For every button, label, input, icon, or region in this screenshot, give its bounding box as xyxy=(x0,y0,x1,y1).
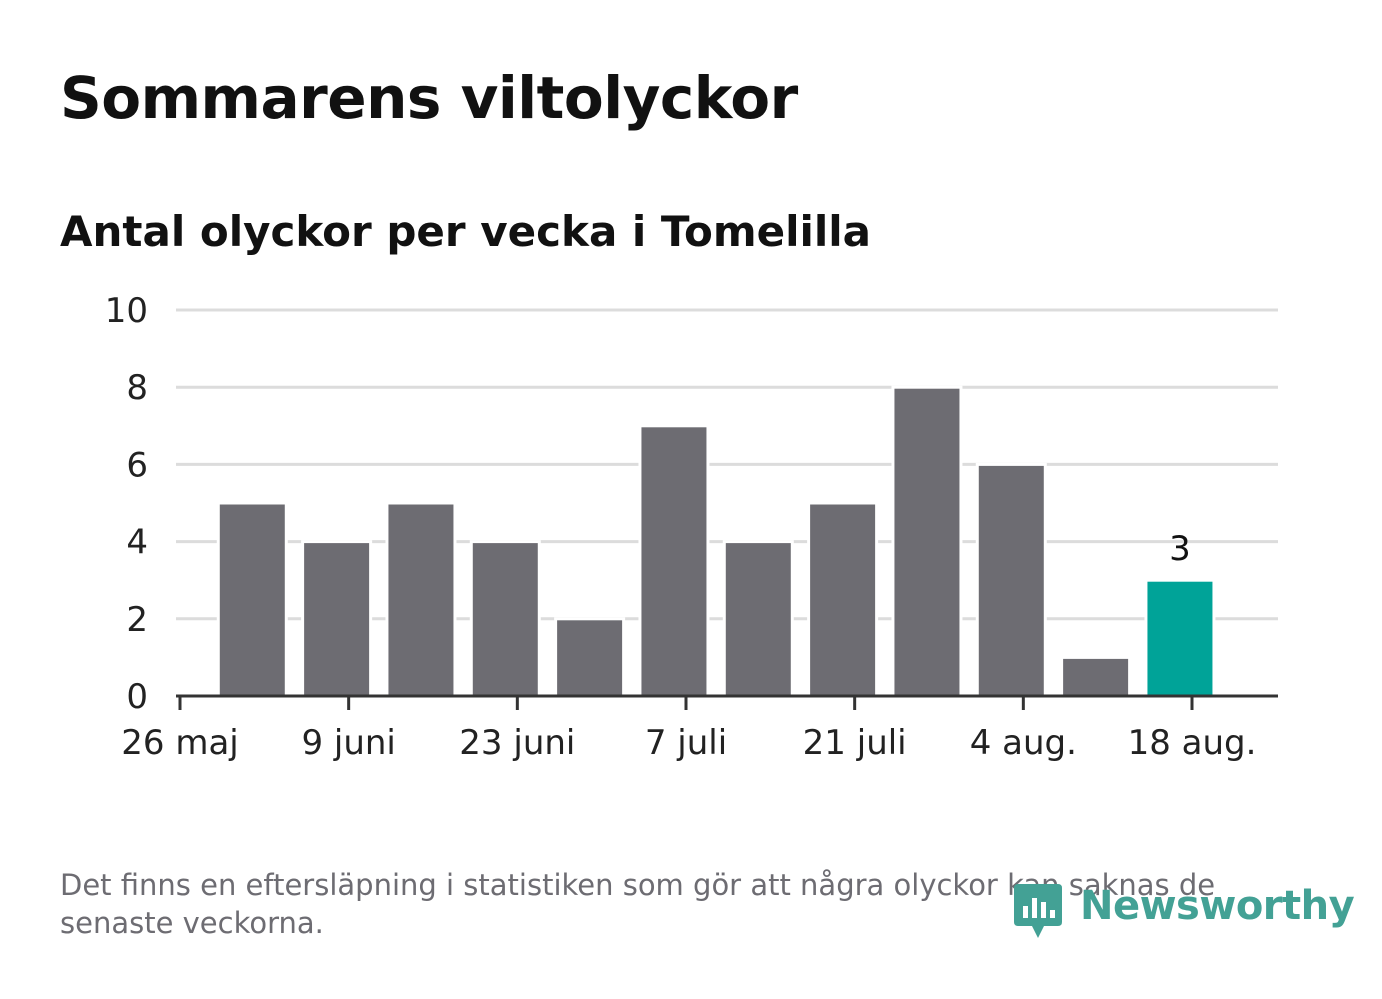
y-tick-label: 8 xyxy=(126,368,148,408)
x-tick-label: 9 juni xyxy=(301,723,395,763)
bar xyxy=(638,424,710,698)
x-tick-label: 21 juli xyxy=(803,723,907,763)
bar xyxy=(216,501,288,698)
y-tick-label: 0 xyxy=(126,677,148,717)
chart-title: Sommarens viltolyckor xyxy=(60,64,798,132)
y-tick-label: 10 xyxy=(105,291,148,331)
x-tick-label: 26 maj xyxy=(121,723,238,763)
y-tick-label: 2 xyxy=(126,600,148,640)
logo-text: Newsworthy xyxy=(1080,883,1355,929)
bar xyxy=(807,501,879,698)
bar xyxy=(554,617,626,698)
bar xyxy=(1144,578,1216,698)
chart-subtitle: Antal olyckor per vecka i Tomelilla xyxy=(60,207,872,256)
x-tick-label: 7 juli xyxy=(645,723,727,763)
x-tick-label: 4 aug. xyxy=(970,723,1077,763)
newsworthy-logo: Newsworthy xyxy=(1010,878,1355,948)
newsworthy-logo-icon xyxy=(1014,884,1062,938)
bar xyxy=(722,540,794,698)
data-label: 3 xyxy=(1169,529,1191,569)
bar xyxy=(1060,655,1132,698)
bar xyxy=(469,540,541,698)
bar xyxy=(385,501,457,698)
y-tick-label: 4 xyxy=(126,523,148,563)
bar xyxy=(891,385,963,698)
bar xyxy=(301,540,373,698)
bar xyxy=(975,462,1047,698)
x-tick-label: 18 aug. xyxy=(1128,723,1257,763)
x-tick-label: 23 juni xyxy=(459,723,575,763)
y-tick-label: 6 xyxy=(126,445,148,485)
